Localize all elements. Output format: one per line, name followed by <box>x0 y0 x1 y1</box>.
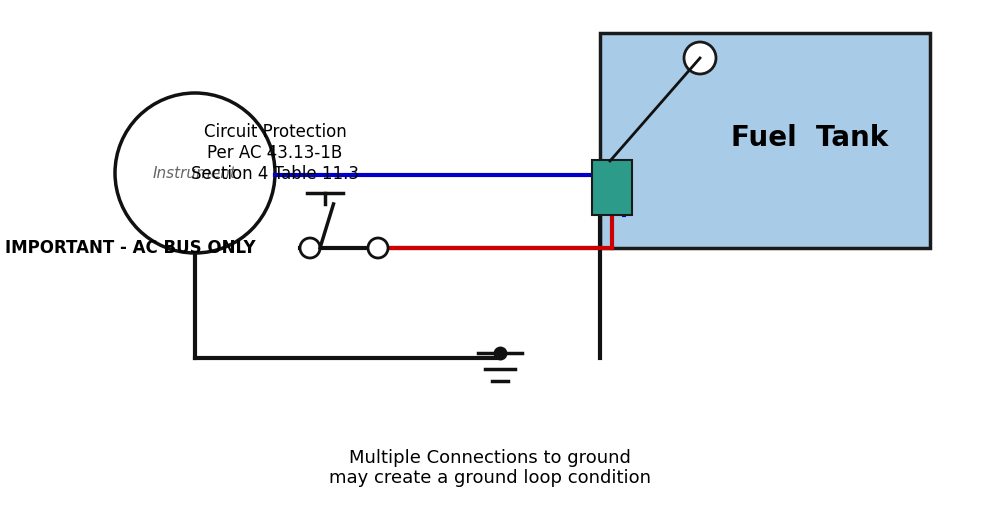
FancyBboxPatch shape <box>592 160 632 215</box>
Text: Instrument: Instrument <box>153 166 237 181</box>
FancyBboxPatch shape <box>600 33 930 248</box>
Text: Circuit Protection
Per AC 43.13-1B
Section 4 Table 11.3: Circuit Protection Per AC 43.13-1B Secti… <box>191 123 359 183</box>
Text: Multiple Connections to ground
may create a ground loop condition: Multiple Connections to ground may creat… <box>329 448 651 487</box>
Text: Fuel  Tank: Fuel Tank <box>731 124 889 152</box>
Circle shape <box>368 238 388 258</box>
Circle shape <box>684 42 716 74</box>
Circle shape <box>300 238 320 258</box>
Circle shape <box>115 93 275 253</box>
Text: IMPORTANT - AC BUS ONLY: IMPORTANT - AC BUS ONLY <box>5 239 256 257</box>
